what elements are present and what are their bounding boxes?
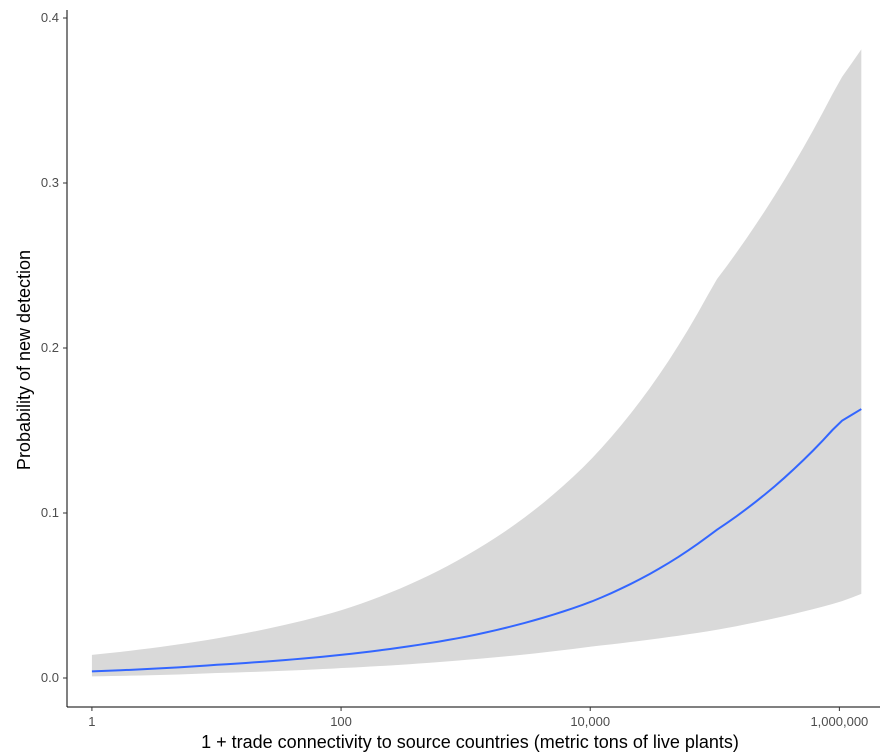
y-tick-label: 0.0 <box>41 670 59 685</box>
x-axis-title: 1 + trade connectivity to source countri… <box>201 732 739 752</box>
y-tick-label: 0.3 <box>41 175 59 190</box>
confidence-band <box>91 49 862 677</box>
x-tick-label: 100 <box>330 714 352 729</box>
x-tick-label: 10,000 <box>570 714 610 729</box>
x-tick-label: 1,000,000 <box>810 714 868 729</box>
confidence-band-layer <box>91 49 862 677</box>
trend-line <box>91 408 862 673</box>
axes-layer: 0.0 0.1 0.2 0.3 0.4 1 100 10,000 1,000,000 <box>41 10 880 729</box>
trend-line-layer <box>91 408 862 673</box>
y-axis-title: Probability of new detection <box>14 250 34 470</box>
y-tick-label: 0.4 <box>41 10 59 25</box>
x-tick-label: 1 <box>88 714 95 729</box>
y-tick-label: 0.1 <box>41 505 59 520</box>
y-tick-label: 0.2 <box>41 340 59 355</box>
